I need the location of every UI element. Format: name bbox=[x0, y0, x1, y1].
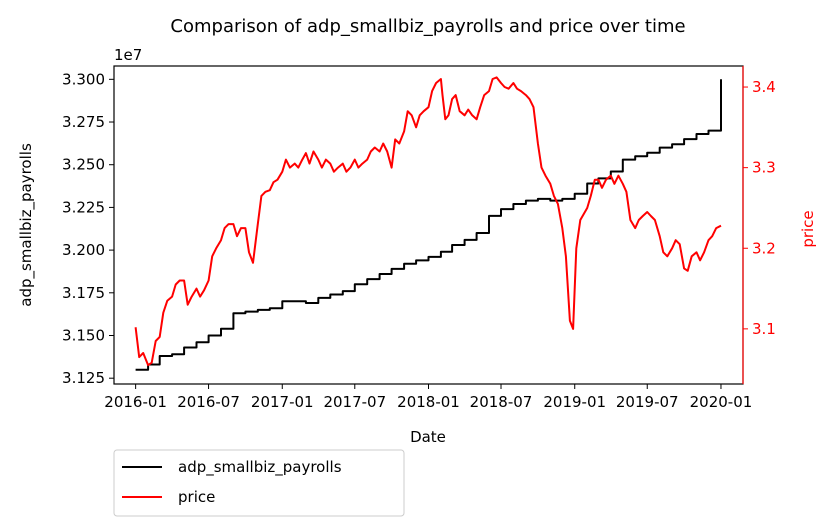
x-tick-label: 2017-07 bbox=[323, 393, 386, 411]
x-tick-label: 2018-07 bbox=[470, 393, 533, 411]
legend-label-price: price bbox=[178, 488, 215, 506]
y-right-tick-label: 3.2 bbox=[752, 239, 776, 257]
y-axis-left: 3.125 3.150 3.175 3.200 3.225 3.250 3.275 3.300 bbox=[62, 70, 114, 387]
legend: adp_smallbiz_payrolls price bbox=[113, 449, 405, 517]
y-left-tick-label: 3.250 bbox=[62, 156, 105, 174]
y-left-tick-label: 3.175 bbox=[62, 284, 105, 302]
plot-area bbox=[134, 76, 722, 371]
y-left-tick-label: 3.275 bbox=[62, 113, 105, 131]
y-right-tick-label: 3.3 bbox=[752, 159, 776, 177]
x-axis-label: Date bbox=[410, 428, 446, 446]
series-line-price bbox=[134, 76, 722, 367]
y-left-tick-label: 3.200 bbox=[62, 241, 105, 259]
y-left-tick-label: 3.300 bbox=[62, 70, 105, 88]
x-tick-label: 2018-01 bbox=[397, 393, 460, 411]
y-axis-right-label: price bbox=[799, 210, 817, 247]
x-tick-label: 2019-01 bbox=[543, 393, 606, 411]
legend-frame bbox=[113, 449, 405, 517]
left-axis-offset-text: 1e7 bbox=[114, 46, 142, 64]
x-axis: 2016-01 2016-07 2017-01 2017-07 2018-01 2018-… bbox=[104, 384, 752, 411]
series-line-adp-smallbiz-payrolls bbox=[135, 79, 722, 371]
chart-title: Comparison of adp_smallbiz_payrolls and … bbox=[170, 16, 685, 37]
x-tick-label: 2019-07 bbox=[616, 393, 679, 411]
legend-label-adp-smallbiz-payrolls: adp_smallbiz_payrolls bbox=[178, 458, 342, 477]
x-tick-label: 2016-01 bbox=[104, 393, 167, 411]
y-axis-left-label: adp_smallbiz_payrolls bbox=[17, 143, 36, 307]
y-right-tick-label: 3.1 bbox=[752, 320, 776, 338]
y-left-tick-label: 3.125 bbox=[62, 369, 105, 387]
y-right-tick-label: 3.4 bbox=[752, 78, 776, 96]
y-left-tick-label: 3.150 bbox=[62, 326, 105, 344]
x-tick-label: 2016-07 bbox=[177, 393, 240, 411]
x-tick-label: 2020-01 bbox=[690, 393, 753, 411]
y-left-tick-label: 3.225 bbox=[62, 198, 105, 216]
x-tick-label: 2017-01 bbox=[251, 393, 314, 411]
y-axis-right: 3.1 3.2 3.3 3.4 bbox=[743, 78, 776, 338]
